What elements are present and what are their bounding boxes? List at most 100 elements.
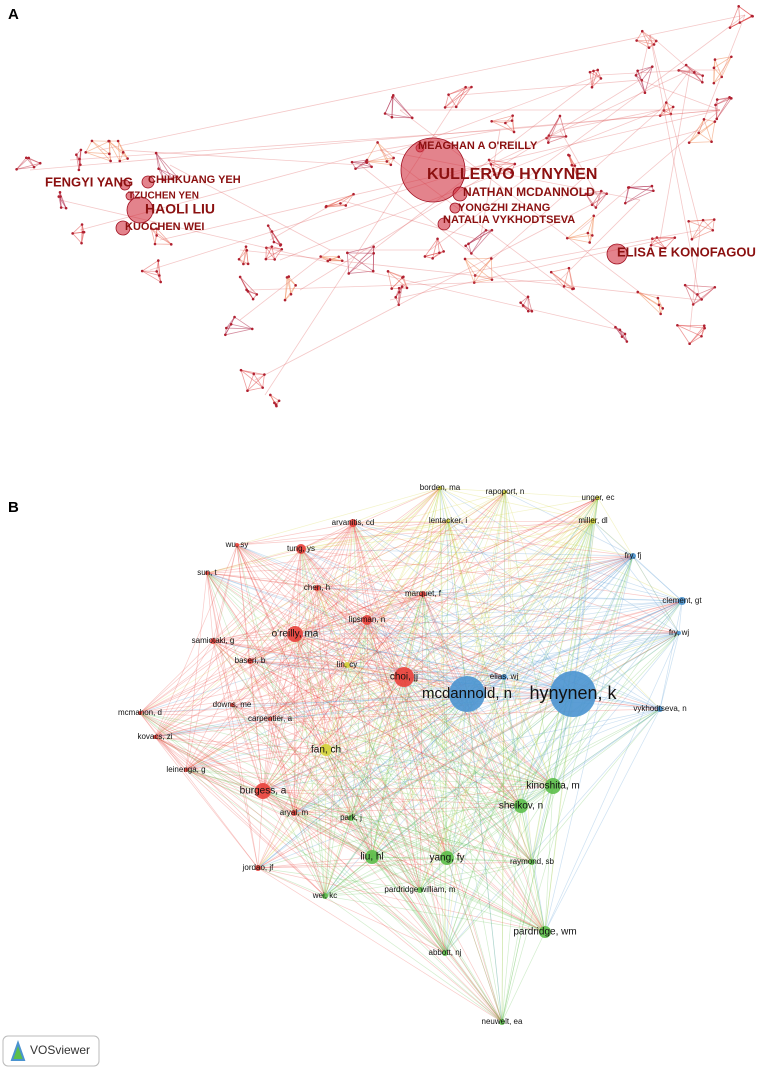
edge: [206, 491, 506, 574]
edge: [419, 785, 554, 891]
edge: [348, 270, 374, 274]
node: [401, 276, 404, 279]
edge: [587, 232, 591, 243]
node: [464, 244, 467, 248]
node: [636, 69, 639, 73]
edge: [437, 238, 445, 252]
edge: [391, 116, 413, 119]
edge: [294, 633, 554, 787]
edge: [446, 693, 574, 859]
edge: [446, 857, 503, 1023]
edge: [231, 487, 441, 706]
edge: [432, 238, 438, 259]
edge: [293, 548, 302, 814]
node-label: raymond, sb: [510, 857, 555, 866]
edge: [269, 199, 341, 241]
node: [489, 163, 493, 166]
node: [564, 135, 568, 138]
edge: [352, 522, 368, 621]
edge: [488, 159, 515, 165]
edge: [325, 693, 468, 751]
edge: [231, 522, 354, 706]
edge: [585, 193, 593, 205]
edge: [185, 769, 295, 814]
edge: [422, 555, 634, 595]
node: [530, 309, 534, 313]
edge: [316, 587, 546, 933]
node: [512, 130, 516, 134]
edge: [632, 555, 680, 634]
edge: [300, 548, 405, 678]
edge: [72, 224, 83, 234]
node: [647, 46, 651, 49]
edge: [99, 34, 651, 151]
edge: [300, 548, 326, 897]
edge: [359, 164, 531, 301]
edge: [657, 297, 664, 309]
edge: [141, 270, 161, 283]
edge: [563, 285, 573, 290]
edge: [325, 749, 546, 933]
logo-box: [2, 1035, 100, 1067]
edge: [269, 619, 368, 720]
edge: [108, 140, 121, 162]
edge: [468, 229, 487, 245]
edge: [85, 140, 93, 153]
node: [274, 403, 278, 406]
edge: [503, 555, 634, 678]
node: [328, 258, 332, 261]
edge: [231, 704, 448, 859]
node: [687, 141, 691, 144]
edge: [592, 520, 683, 602]
edge: [185, 769, 448, 859]
edge: [294, 632, 680, 635]
edge: [257, 555, 634, 869]
edge: [347, 246, 374, 254]
edge: [185, 548, 302, 771]
edge: [294, 633, 503, 1023]
edge: [288, 276, 296, 286]
node: [484, 228, 488, 232]
node: [400, 137, 466, 203]
edge: [185, 487, 441, 771]
edge: [446, 600, 683, 859]
edge: [739, 15, 753, 23]
edge: [262, 790, 522, 807]
edge: [154, 736, 259, 869]
node: [656, 296, 660, 300]
node: [77, 168, 81, 172]
edge: [688, 121, 716, 143]
edge: [444, 805, 522, 954]
edge: [206, 572, 296, 635]
edge: [346, 664, 505, 678]
node: [567, 153, 570, 157]
node: [405, 286, 409, 290]
node: [490, 228, 494, 232]
node: [514, 799, 528, 813]
node: [155, 270, 159, 273]
edge: [568, 268, 573, 290]
node: [141, 175, 155, 189]
edge: [346, 664, 554, 787]
edge: [206, 572, 326, 897]
edge: [139, 633, 296, 714]
edge: [347, 252, 374, 272]
edge: [139, 497, 599, 714]
node: [156, 259, 160, 262]
node: [294, 284, 297, 287]
node: [322, 893, 328, 899]
node: [710, 140, 713, 144]
edge: [139, 712, 326, 897]
edge: [501, 555, 634, 1023]
edge: [503, 632, 680, 678]
edge: [466, 693, 533, 863]
edge: [559, 129, 601, 201]
edge: [257, 861, 533, 869]
edge: [267, 225, 275, 243]
edge: [324, 619, 368, 897]
edge: [316, 587, 424, 595]
edge: [293, 587, 318, 814]
node: [711, 228, 715, 232]
edge: [504, 491, 522, 807]
edge: [231, 704, 373, 858]
